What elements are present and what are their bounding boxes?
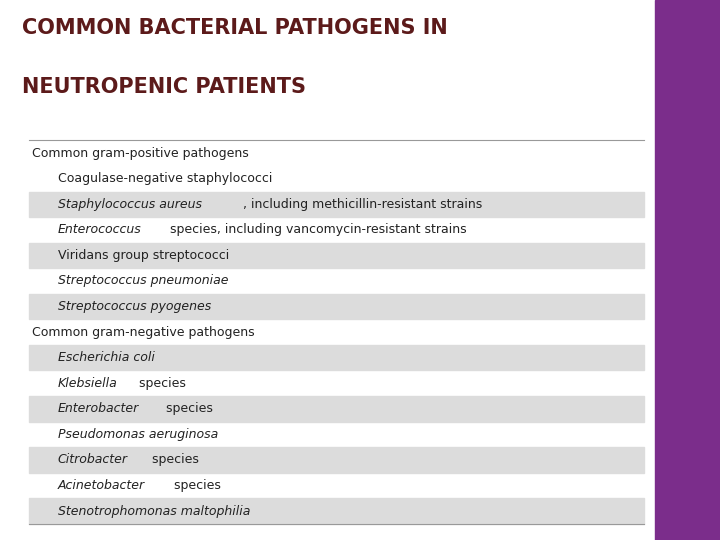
Bar — [29, 396, 644, 422]
Bar — [29, 498, 644, 524]
Bar — [29, 447, 644, 472]
Text: Stenotrophomonas maltophilia: Stenotrophomonas maltophilia — [58, 504, 250, 517]
Text: Common gram-positive pathogens: Common gram-positive pathogens — [32, 147, 249, 160]
Text: COMMON BACTERIAL PATHOGENS IN: COMMON BACTERIAL PATHOGENS IN — [22, 18, 447, 38]
Text: Klebsiella: Klebsiella — [58, 377, 117, 390]
Text: Enterococcus: Enterococcus — [58, 224, 141, 237]
Bar — [655, 0, 720, 540]
Text: Streptococcus pyogenes: Streptococcus pyogenes — [58, 300, 211, 313]
Text: Enterobacter: Enterobacter — [58, 402, 139, 415]
Text: Common gram-negative pathogens: Common gram-negative pathogens — [32, 326, 255, 339]
Text: , including methicillin-resistant strains: , including methicillin-resistant strain… — [243, 198, 482, 211]
Text: species, including vancomycin-resistant strains: species, including vancomycin-resistant … — [166, 224, 467, 237]
Text: Acinetobacter: Acinetobacter — [58, 479, 145, 492]
Text: species: species — [170, 479, 221, 492]
Text: species: species — [135, 377, 186, 390]
Text: NEUTROPENIC PATIENTS: NEUTROPENIC PATIENTS — [22, 77, 305, 97]
Text: Viridans group streptococci: Viridans group streptococci — [58, 249, 229, 262]
Text: Coagulase-negative staphylococci: Coagulase-negative staphylococci — [58, 172, 272, 185]
Bar — [29, 242, 644, 268]
Text: species: species — [148, 454, 199, 467]
Text: Streptococcus pneumoniae: Streptococcus pneumoniae — [58, 274, 228, 287]
Text: Staphylococcus aureus: Staphylococcus aureus — [58, 198, 202, 211]
Text: Citrobacter: Citrobacter — [58, 454, 127, 467]
Text: Pseudomonas aeruginosa: Pseudomonas aeruginosa — [58, 428, 218, 441]
Bar — [29, 345, 644, 370]
Text: Escherichia coli: Escherichia coli — [58, 351, 155, 364]
Text: species: species — [163, 402, 213, 415]
Bar — [29, 192, 644, 217]
Bar — [29, 294, 644, 319]
